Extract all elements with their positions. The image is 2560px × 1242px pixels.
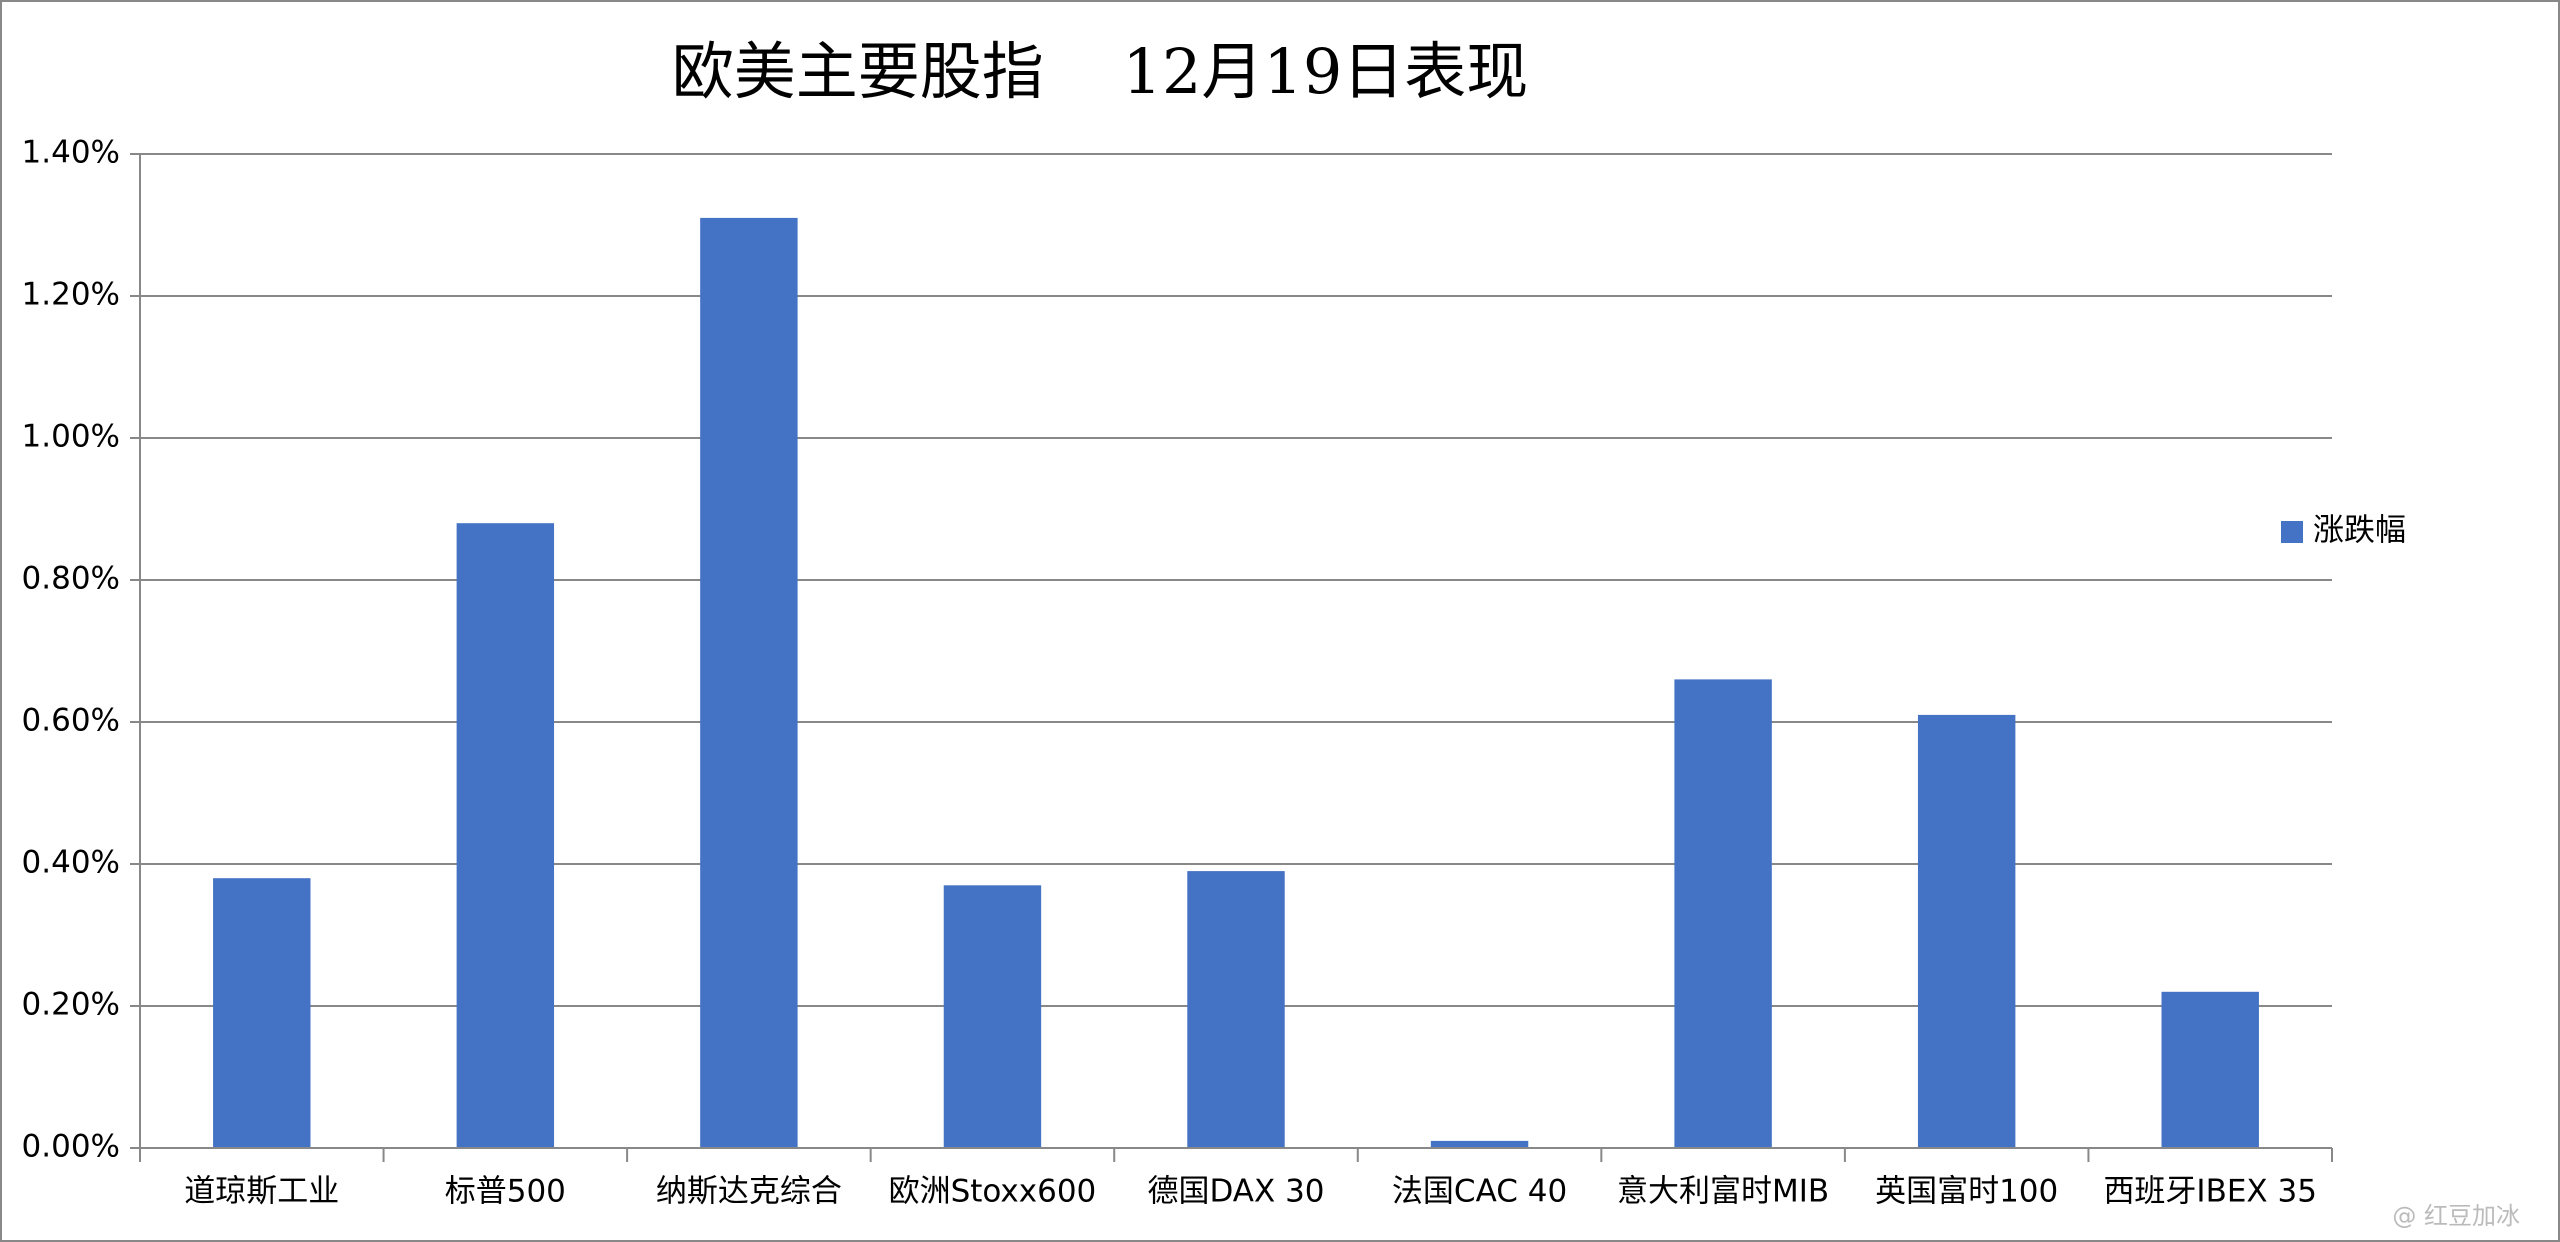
bar <box>213 878 311 1148</box>
x-tick-label: 欧洲Stoxx600 <box>889 1174 1097 1210</box>
y-tick-label: 1.20% <box>22 277 120 313</box>
y-tick-label: 0.20% <box>22 987 120 1023</box>
y-tick-label: 0.40% <box>22 845 120 881</box>
bar <box>1917 714 2016 1148</box>
y-tick-label: 0.60% <box>22 703 120 739</box>
x-tick-label: 道琼斯工业 <box>184 1174 339 1210</box>
chart-title: 欧美主要股指 12月19日表现 <box>672 35 1529 108</box>
x-tick-label: 法国CAC 40 <box>1392 1174 1567 1210</box>
x-tick-label: 标普500 <box>445 1174 566 1210</box>
y-tick-label: 1.40% <box>22 135 120 171</box>
bar <box>700 217 798 1148</box>
bar <box>2161 991 2259 1148</box>
watermark: @ 红豆加冰 <box>2392 1202 2520 1230</box>
legend-swatch <box>2281 521 2303 543</box>
bar <box>943 885 1042 1148</box>
bar <box>1674 679 1772 1148</box>
x-tick-label: 英国富时100 <box>1875 1174 2058 1210</box>
bar <box>1430 1140 1529 1148</box>
x-tick-label: 纳斯达克综合 <box>656 1174 842 1210</box>
y-tick-label: 1.00% <box>22 419 120 455</box>
x-tick-label: 意大利富时MIB <box>1617 1174 1829 1210</box>
y-tick-label: 0.80% <box>22 561 120 597</box>
x-tick-label: 德国DAX 30 <box>1147 1174 1324 1210</box>
legend-label: 涨跌幅 <box>2313 513 2406 549</box>
x-tick-label: 西班牙IBEX 35 <box>2103 1174 2317 1210</box>
bar <box>1187 871 1285 1148</box>
bar <box>456 523 555 1148</box>
y-tick-label: 0.00% <box>22 1129 120 1165</box>
